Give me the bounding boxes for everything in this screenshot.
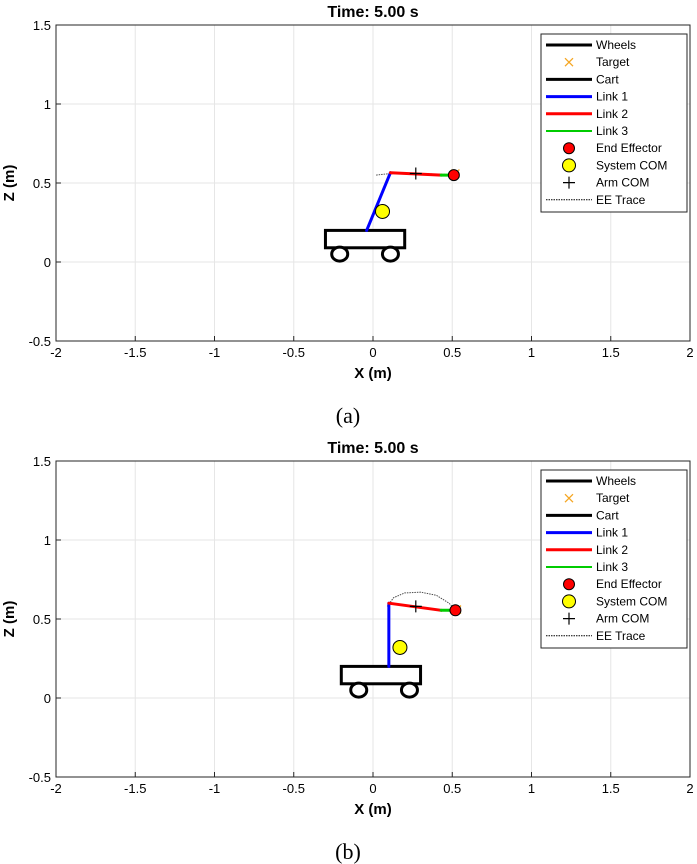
legend-entry: System COM <box>596 594 667 608</box>
x-tick-label: 2 <box>686 345 693 360</box>
y-tick-label: 0.5 <box>33 612 51 627</box>
system-com-marker <box>392 639 408 655</box>
legend-symbol-target <box>564 57 574 67</box>
legend-entry: Target <box>596 491 630 505</box>
wheel <box>399 681 419 699</box>
legend-entry: Link 3 <box>596 124 628 138</box>
x-tick-label: -1.5 <box>124 781 146 796</box>
x-tick-label: -1 <box>209 345 221 360</box>
wheel <box>349 681 369 699</box>
x-tick-label: -2 <box>50 345 62 360</box>
y-tick-label: 1 <box>44 533 51 548</box>
legend-symbol-arm-com <box>563 612 575 625</box>
x-axis-label: X (m) <box>354 365 392 382</box>
arm-com-marker <box>409 600 422 613</box>
caption-b: (b) <box>335 839 361 864</box>
y-tick-label: 1.5 <box>33 18 51 33</box>
wheel <box>380 245 400 263</box>
end-effector-marker <box>449 604 462 617</box>
chart-title: Time: 5.00 s <box>327 440 418 457</box>
x-tick-label: -0.5 <box>283 345 305 360</box>
legend-entry: Link 1 <box>596 90 628 104</box>
legend-entry: End Effector <box>596 141 662 155</box>
x-tick-label: 1.5 <box>602 345 620 360</box>
y-tick-label: 0 <box>44 255 51 270</box>
y-tick-label: 1 <box>44 97 51 112</box>
legend-entry: Arm COM <box>596 176 649 190</box>
ee-trace-line <box>386 591 456 611</box>
x-tick-label: 0 <box>369 781 376 796</box>
legend-entry: EE Trace <box>596 629 646 643</box>
end-effector-marker <box>447 169 460 182</box>
legend-symbol-end-effector <box>563 142 575 155</box>
legend-entry: EE Trace <box>596 193 646 207</box>
y-tick-label: 0 <box>44 691 51 706</box>
legend-entry: Link 2 <box>596 107 628 121</box>
y-axis-label: Z (m) <box>1 601 18 638</box>
legend-symbol-end-effector <box>563 578 575 591</box>
arm-com-marker <box>409 167 422 180</box>
chart-title: Time: 5.00 s <box>327 4 418 21</box>
legend-symbol-target <box>564 493 574 503</box>
panel-a: Time: 5.00 s -2 -1.5 -1 -0.5 0 0.5 1 1.5 2 -0.5 0 0.… <box>1 4 694 382</box>
legend-entry: End Effector <box>596 577 662 591</box>
x-tick-label: 1 <box>528 781 535 796</box>
legend-entry: Link 3 <box>596 560 628 574</box>
panel-b: Time: 5.00 s -2 -1.5 -1 -0.5 0 0.5 1 1.5 2 -0.5 0 0.… <box>1 440 694 818</box>
legend-symbol-arm-com <box>563 176 575 189</box>
y-axis-label: Z (m) <box>1 165 18 202</box>
legend-entry: Wheels <box>596 38 636 52</box>
legend-entry: Cart <box>596 72 619 86</box>
x-axis-label: X (m) <box>354 801 392 818</box>
link-1-line <box>365 171 392 232</box>
x-tick-label: -2 <box>50 781 62 796</box>
system-com-marker <box>375 203 391 219</box>
legend-entry: Arm COM <box>596 612 649 626</box>
legend-symbol-system-com <box>562 594 576 609</box>
x-tick-label: 1 <box>528 345 535 360</box>
x-tick-label: 1.5 <box>602 781 620 796</box>
x-tick-label: -1 <box>209 781 221 796</box>
y-tick-label: -0.5 <box>29 770 51 785</box>
legend-entry: Target <box>596 55 630 69</box>
axes-frame <box>55 460 691 778</box>
legend-entry: Link 1 <box>596 526 628 540</box>
y-tick-label: -0.5 <box>29 334 51 349</box>
x-tick-label: 0.5 <box>443 345 461 360</box>
legend-entry: Cart <box>596 508 619 522</box>
y-tick-label: 0.5 <box>33 176 51 191</box>
y-tick-label: 1.5 <box>33 454 51 469</box>
legend-symbol-system-com <box>562 158 576 173</box>
x-tick-label: -1.5 <box>124 345 146 360</box>
legend-entry: Link 2 <box>596 543 628 557</box>
x-tick-label: -0.5 <box>283 781 305 796</box>
legend-entry: System COM <box>596 158 667 172</box>
x-tick-label: 0.5 <box>443 781 461 796</box>
x-tick-label: 2 <box>686 781 693 796</box>
legend-entry: Wheels <box>596 474 636 488</box>
caption-a: (a) <box>336 403 360 428</box>
axes-frame <box>55 24 691 342</box>
cart-body <box>339 664 423 686</box>
cart-body <box>323 228 407 250</box>
wheel <box>330 245 350 263</box>
x-tick-label: 0 <box>369 345 376 360</box>
